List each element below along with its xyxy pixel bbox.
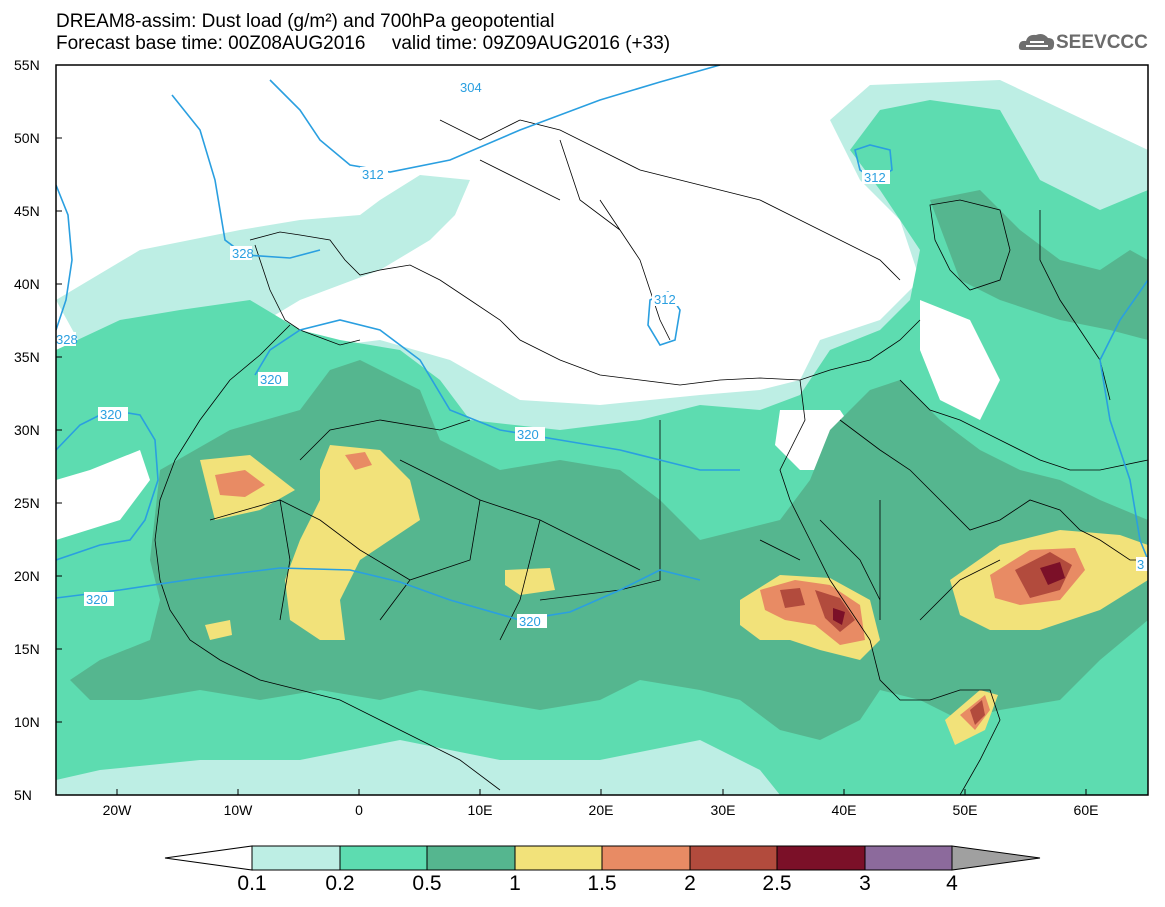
lon-label: 40E [831, 802, 857, 818]
lon-label: 10E [467, 802, 493, 818]
contour-label: 328 [56, 332, 78, 347]
colorbar-bin [339, 845, 428, 871]
contour-label: 320 [260, 372, 282, 387]
colorbar-label: 2 [684, 872, 696, 895]
lon-label: 50E [952, 802, 978, 818]
contour-label: 304 [460, 80, 482, 95]
colorbar-bin [514, 845, 603, 871]
colorbar-label: 0.2 [325, 872, 355, 895]
colorbar-label: 4 [946, 872, 958, 895]
contour-label: 320 [517, 427, 539, 442]
colorbar-label: 1.5 [587, 872, 617, 895]
colorbar-label: 2.5 [762, 872, 792, 895]
colorbar-max-arrow [951, 845, 1041, 871]
lat-label: 50N [14, 130, 40, 146]
colorbar-bin [251, 845, 341, 871]
colorbar-bin [689, 845, 778, 871]
cloud-logo-icon [1018, 34, 1055, 50]
lat-label: 30N [14, 422, 40, 438]
lat-label: 55N [14, 57, 40, 73]
lat-label: 40N [14, 276, 40, 292]
colorbar-min-arrow [164, 845, 253, 871]
contour-label: 312 [864, 170, 886, 185]
colorbar-bin [601, 845, 691, 871]
lon-label: 10W [223, 802, 253, 818]
lon-label: 0 [355, 802, 363, 818]
lat-label: 5N [14, 787, 32, 803]
contour-label: 312 [654, 292, 676, 307]
contour-label: 320 [519, 614, 541, 629]
axis-ticks [56, 64, 1087, 795]
lon-label: 20W [102, 802, 132, 818]
map-title: DREAM8-assim: Dust load (g/m²) and 700hP… [56, 11, 555, 32]
colorbar-label: 0.1 [237, 872, 267, 895]
contour-label: 312 [362, 167, 384, 182]
lat-label: 25N [14, 495, 40, 511]
colorbar-label: 3 [859, 872, 871, 895]
contour-label-group: 304 312 312 312 328 328 320 320 320 320 … [56, 80, 1148, 629]
coastlines [154, 119, 1148, 795]
colorbar-bin [864, 845, 953, 871]
colorbar-bin [776, 845, 866, 871]
lat-label: 20N [14, 568, 40, 584]
lat-label: 10N [14, 714, 40, 730]
colorbar-bin [426, 845, 516, 871]
lon-label: 60E [1073, 802, 1099, 818]
lat-label: 35N [14, 349, 40, 365]
geopotential-contours [56, 65, 1148, 621]
map-subtitle: Forecast base time: 00Z08AUG2016 valid t… [56, 33, 671, 54]
contour-label: 320 [100, 407, 122, 422]
contour-label: 328 [232, 246, 254, 261]
lat-label: 45N [14, 203, 40, 219]
contour-label: 3 [1137, 557, 1144, 572]
logo-text: SEEVCCC [1056, 32, 1148, 53]
contour-label: 320 [86, 592, 108, 607]
lon-label: 30E [710, 802, 736, 818]
colorbar [164, 845, 1041, 871]
lat-label: 15N [14, 641, 40, 657]
colorbar-label: 1 [509, 872, 521, 895]
colorbar-label: 0.5 [412, 872, 442, 895]
lon-label: 20E [588, 802, 614, 818]
dust-field [56, 65, 1148, 795]
